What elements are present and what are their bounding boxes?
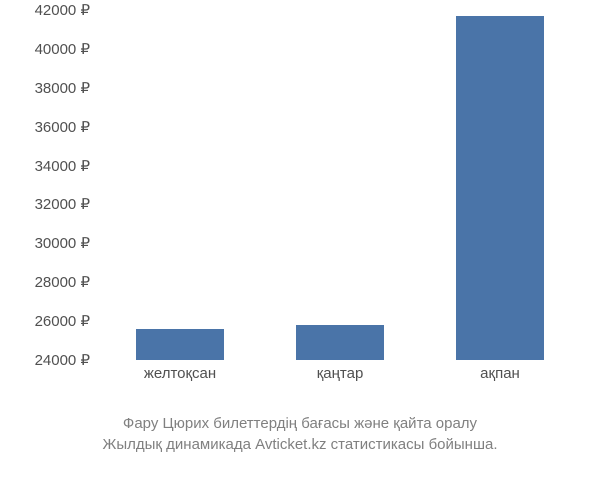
y-tick-label: 32000 ₽ [35, 195, 90, 213]
y-tick-label: 36000 ₽ [35, 118, 90, 136]
bar [296, 325, 384, 360]
y-tick-label: 42000 ₽ [35, 1, 90, 19]
x-axis-label: желтоқсан [144, 365, 216, 382]
caption-line-1: Фару Цюрих билеттердің бағасы және қайта… [0, 413, 600, 434]
x-axis: желтоқсан қаңтар ақпан [100, 365, 580, 395]
x-axis-label: ақпан [480, 365, 520, 382]
y-axis: 24000 ₽26000 ₽28000 ₽30000 ₽32000 ₽34000… [10, 10, 95, 360]
y-tick-label: 40000 ₽ [35, 40, 90, 58]
bar [136, 329, 224, 360]
bar [456, 16, 544, 360]
y-tick-label: 24000 ₽ [35, 351, 90, 369]
y-tick-label: 26000 ₽ [35, 312, 90, 330]
y-tick-label: 34000 ₽ [35, 157, 90, 175]
chart-container: 24000 ₽ 26000 ₽ 28000 ₽ 30000 ₽ 32000 ₽ 34000… [10, 10, 590, 410]
chart-caption: Фару Цюрих билеттердің бағасы және қайта… [0, 413, 600, 455]
y-tick-label: 38000 ₽ [35, 79, 90, 97]
caption-line-2: Жылдық динамикада Avticket.kz статистика… [0, 434, 600, 455]
y-tick-label: 30000 ₽ [35, 234, 90, 252]
plot-area [100, 10, 580, 360]
y-tick-label: 28000 ₽ [35, 273, 90, 291]
x-axis-label: қаңтар [317, 365, 364, 382]
